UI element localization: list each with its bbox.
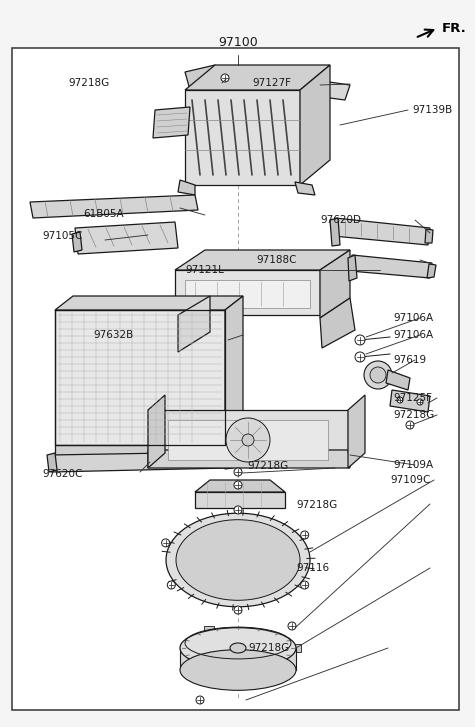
Circle shape [234, 481, 242, 489]
Polygon shape [175, 270, 320, 315]
Text: 97109A: 97109A [393, 460, 433, 470]
Polygon shape [185, 65, 220, 90]
Text: 97218G: 97218G [393, 410, 434, 420]
Circle shape [234, 468, 242, 476]
Polygon shape [47, 453, 57, 472]
Circle shape [364, 361, 392, 389]
Circle shape [234, 506, 242, 514]
Text: 97109C: 97109C [390, 475, 430, 485]
Polygon shape [427, 264, 436, 278]
Text: 97218G: 97218G [69, 78, 110, 88]
Polygon shape [55, 296, 243, 310]
Ellipse shape [180, 650, 296, 691]
Polygon shape [350, 255, 432, 278]
Polygon shape [330, 218, 340, 246]
Polygon shape [225, 296, 243, 445]
Polygon shape [320, 250, 350, 318]
Polygon shape [225, 451, 234, 469]
Circle shape [288, 622, 296, 630]
Ellipse shape [180, 627, 296, 668]
Polygon shape [178, 296, 210, 352]
Text: FR.: FR. [442, 22, 467, 34]
Polygon shape [425, 229, 433, 243]
Text: 97116: 97116 [296, 563, 329, 573]
Text: 97139B: 97139B [412, 105, 452, 115]
Circle shape [397, 397, 403, 403]
Text: 97619: 97619 [393, 355, 426, 365]
Polygon shape [55, 310, 225, 445]
Circle shape [301, 581, 309, 589]
Polygon shape [295, 182, 315, 195]
Polygon shape [204, 662, 214, 670]
Ellipse shape [166, 513, 310, 607]
Polygon shape [175, 250, 350, 270]
Circle shape [242, 434, 254, 446]
Circle shape [417, 399, 423, 405]
Polygon shape [72, 232, 82, 252]
Polygon shape [204, 627, 214, 635]
Text: 97127F: 97127F [252, 78, 291, 88]
Polygon shape [148, 450, 350, 468]
Text: 97121L: 97121L [185, 265, 224, 275]
Circle shape [221, 74, 229, 82]
Polygon shape [30, 195, 198, 218]
Ellipse shape [176, 520, 300, 601]
Polygon shape [185, 90, 300, 185]
Polygon shape [75, 222, 178, 254]
Text: 97106A: 97106A [393, 330, 433, 340]
Polygon shape [291, 644, 301, 652]
Text: 97218G: 97218G [248, 643, 289, 653]
Polygon shape [195, 492, 285, 508]
Text: 97632B: 97632B [93, 330, 133, 340]
Circle shape [234, 606, 242, 614]
Ellipse shape [230, 643, 246, 653]
Circle shape [196, 696, 204, 704]
Polygon shape [50, 452, 229, 472]
Polygon shape [153, 107, 190, 138]
Circle shape [167, 581, 175, 589]
Text: 97620D: 97620D [320, 215, 361, 225]
Text: 97105C: 97105C [42, 231, 82, 241]
Circle shape [301, 531, 309, 539]
Text: 97106A: 97106A [393, 313, 433, 323]
Polygon shape [55, 445, 225, 459]
Text: 97100: 97100 [218, 36, 258, 49]
Polygon shape [148, 395, 165, 468]
Polygon shape [180, 648, 296, 670]
Polygon shape [333, 218, 430, 245]
Text: 97125F: 97125F [393, 393, 432, 403]
Circle shape [162, 539, 170, 547]
Polygon shape [185, 65, 330, 90]
Polygon shape [195, 480, 285, 492]
Text: 97188C: 97188C [256, 255, 296, 265]
Circle shape [406, 421, 414, 429]
Polygon shape [348, 255, 357, 281]
Polygon shape [300, 65, 330, 185]
Circle shape [355, 352, 365, 362]
Text: 97218G: 97218G [296, 500, 337, 510]
Polygon shape [168, 420, 328, 460]
Polygon shape [386, 370, 410, 390]
Polygon shape [148, 410, 348, 450]
Text: 97218G: 97218G [247, 461, 288, 471]
Circle shape [226, 418, 270, 462]
Text: 61B05A: 61B05A [83, 209, 124, 219]
Circle shape [355, 335, 365, 345]
Circle shape [370, 367, 386, 383]
Polygon shape [390, 390, 430, 412]
Text: 97620C: 97620C [42, 469, 82, 479]
Polygon shape [320, 298, 355, 348]
Polygon shape [255, 72, 350, 100]
Polygon shape [185, 280, 310, 308]
Polygon shape [178, 180, 195, 195]
Polygon shape [348, 395, 365, 468]
